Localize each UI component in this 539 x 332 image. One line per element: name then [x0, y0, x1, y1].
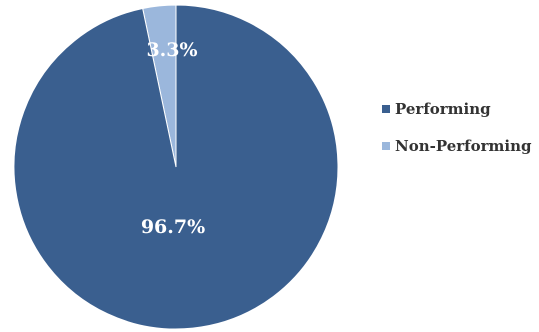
data-label-non-performing: 3.3% [146, 39, 197, 61]
legend-swatch-performing [382, 105, 390, 113]
pie-slice-performing [13, 4, 339, 330]
data-label-performing: 96.7% [141, 216, 205, 238]
pie-labels: 96.7% 3.3% [141, 39, 205, 238]
legend-item-performing: Performing [382, 100, 532, 118]
legend-label-non-performing: Non-Performing [395, 137, 532, 155]
pie-slices [13, 4, 339, 330]
legend-swatch-non-performing [382, 142, 390, 150]
legend-item-non-performing: Non-Performing [382, 137, 532, 155]
legend: Performing Non-Performing [382, 100, 532, 174]
legend-label-performing: Performing [395, 100, 491, 118]
